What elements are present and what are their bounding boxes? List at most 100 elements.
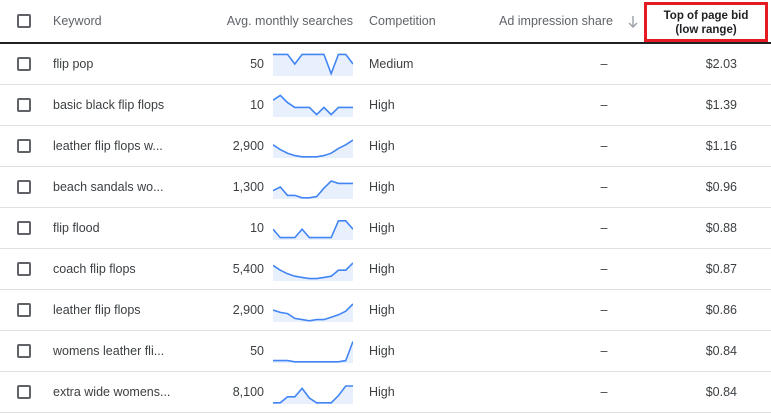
row-checkbox[interactable]	[17, 139, 31, 153]
sparkline-area	[273, 386, 353, 404]
ad-impression-share-cell: –	[600, 303, 608, 317]
sparkline-line	[273, 303, 353, 322]
top-of-page-bid-cell: $1.39	[705, 98, 737, 112]
keyword-cell[interactable]: beach sandals wo...	[53, 180, 164, 194]
sparkline-area	[273, 54, 353, 76]
avg-monthly-searches-cell: 5,400	[232, 262, 264, 276]
header-top-bid-line2: (low range)	[675, 24, 737, 36]
trend-sparkline[interactable]	[273, 251, 353, 285]
keyword-cell[interactable]: flip pop	[53, 57, 94, 71]
keyword-cell[interactable]: leather flip flops w...	[53, 139, 163, 153]
header-top-of-page-bid: Top of page bid (low range)	[647, 9, 765, 37]
competition-cell: High	[369, 344, 395, 358]
trend-sparkline[interactable]	[273, 333, 353, 367]
ad-impression-share-cell: –	[600, 221, 608, 235]
select-all-checkbox[interactable]	[17, 14, 31, 28]
table-row: basic black flip flops 10 High – $1.39	[0, 85, 771, 126]
sparkline-line	[273, 341, 353, 363]
top-of-page-bid-highlight-box[interactable]: Top of page bid (low range)	[644, 2, 768, 42]
competition-cell: High	[369, 221, 395, 235]
sparkline-line	[273, 220, 353, 239]
avg-monthly-searches-cell: 50	[250, 57, 264, 71]
competition-cell: High	[369, 303, 395, 317]
avg-monthly-searches-cell: 50	[250, 344, 264, 358]
top-of-page-bid-cell: $0.87	[705, 262, 737, 276]
ad-impression-share-cell: –	[600, 98, 608, 112]
ad-impression-share-cell: –	[600, 57, 608, 71]
table-body: flip pop 50 Medium – $2.03 basic black flip f…	[0, 44, 771, 413]
trend-sparkline[interactable]	[273, 292, 353, 326]
keyword-cell[interactable]: basic black flip flops	[53, 98, 165, 112]
avg-monthly-searches-cell: 2,900	[232, 139, 264, 153]
trend-sparkline[interactable]	[273, 128, 353, 162]
trend-sparkline[interactable]	[273, 87, 353, 121]
row-checkbox[interactable]	[17, 57, 31, 71]
ad-impression-share-cell: –	[600, 180, 608, 194]
sparkline-area	[273, 341, 353, 363]
arrow-down-icon[interactable]	[626, 14, 640, 30]
top-of-page-bid-cell: $2.03	[705, 57, 737, 71]
sparkline-line	[273, 139, 353, 158]
avg-monthly-searches-cell: 1,300	[232, 180, 264, 194]
sparkline-line	[273, 385, 353, 404]
row-checkbox[interactable]	[17, 303, 31, 317]
top-of-page-bid-cell: $1.16	[705, 139, 737, 153]
avg-monthly-searches-cell: 2,900	[232, 303, 264, 317]
competition-cell: High	[369, 139, 395, 153]
keyword-cell[interactable]: womens leather fli...	[53, 344, 165, 358]
header-keyword[interactable]: Keyword	[53, 14, 102, 28]
table-row: coach flip flops 5,400 High – $0.87	[0, 249, 771, 290]
header-competition[interactable]: Competition	[369, 14, 436, 28]
avg-monthly-searches-cell: 10	[250, 98, 264, 112]
keyword-cell[interactable]: flip flood	[53, 221, 100, 235]
table-header: Keyword Avg. monthly searches Competitio…	[0, 0, 771, 44]
avg-monthly-searches-cell: 8,100	[232, 385, 264, 399]
table-row: womens leather fli... 50 High – $0.84	[0, 331, 771, 372]
competition-cell: High	[369, 98, 395, 112]
sparkline-line	[273, 180, 353, 199]
sparkline-area	[273, 263, 353, 281]
sparkline-line	[273, 94, 353, 116]
table-row: flip pop 50 Medium – $2.03	[0, 44, 771, 85]
sparkline-area	[273, 95, 353, 117]
trend-sparkline[interactable]	[273, 46, 353, 80]
row-checkbox[interactable]	[17, 385, 31, 399]
trend-sparkline[interactable]	[273, 210, 353, 244]
sparkline-area	[273, 181, 353, 199]
table-row: extra wide womens... 8,100 High – $0.84	[0, 372, 771, 413]
row-checkbox[interactable]	[17, 221, 31, 235]
top-of-page-bid-cell: $0.86	[705, 303, 737, 317]
sparkline-line	[273, 53, 353, 76]
competition-cell: High	[369, 385, 395, 399]
keyword-cell[interactable]: coach flip flops	[53, 262, 136, 276]
avg-monthly-searches-cell: 10	[250, 221, 264, 235]
top-of-page-bid-cell: $0.88	[705, 221, 737, 235]
sparkline-line	[273, 262, 353, 280]
top-of-page-bid-cell: $0.96	[705, 180, 737, 194]
top-of-page-bid-cell: $0.84	[705, 385, 737, 399]
table-row: leather flip flops w... 2,900 High – $1.16	[0, 126, 771, 167]
ad-impression-share-cell: –	[600, 262, 608, 276]
table-row: beach sandals wo... 1,300 High – $0.96	[0, 167, 771, 208]
row-checkbox[interactable]	[17, 344, 31, 358]
trend-sparkline[interactable]	[273, 169, 353, 203]
header-avg-monthly-searches[interactable]: Avg. monthly searches	[226, 14, 353, 28]
ad-impression-share-cell: –	[600, 139, 608, 153]
ad-impression-share-cell: –	[600, 344, 608, 358]
table-row: flip flood 10 High – $0.88	[0, 208, 771, 249]
competition-cell: High	[369, 180, 395, 194]
trend-sparkline[interactable]	[273, 374, 353, 408]
competition-cell: Medium	[369, 57, 414, 71]
keyword-cell[interactable]: leather flip flops	[53, 303, 141, 317]
table-row: leather flip flops 2,900 High – $0.86	[0, 290, 771, 331]
row-checkbox[interactable]	[17, 98, 31, 112]
top-of-page-bid-cell: $0.84	[705, 344, 737, 358]
sparkline-area	[273, 140, 353, 158]
competition-cell: High	[369, 262, 395, 276]
header-ad-impression-share[interactable]: Ad impression share	[499, 14, 613, 28]
keyword-cell[interactable]: extra wide womens...	[53, 385, 171, 399]
row-checkbox[interactable]	[17, 262, 31, 276]
row-checkbox[interactable]	[17, 180, 31, 194]
ad-impression-share-cell: –	[600, 385, 608, 399]
